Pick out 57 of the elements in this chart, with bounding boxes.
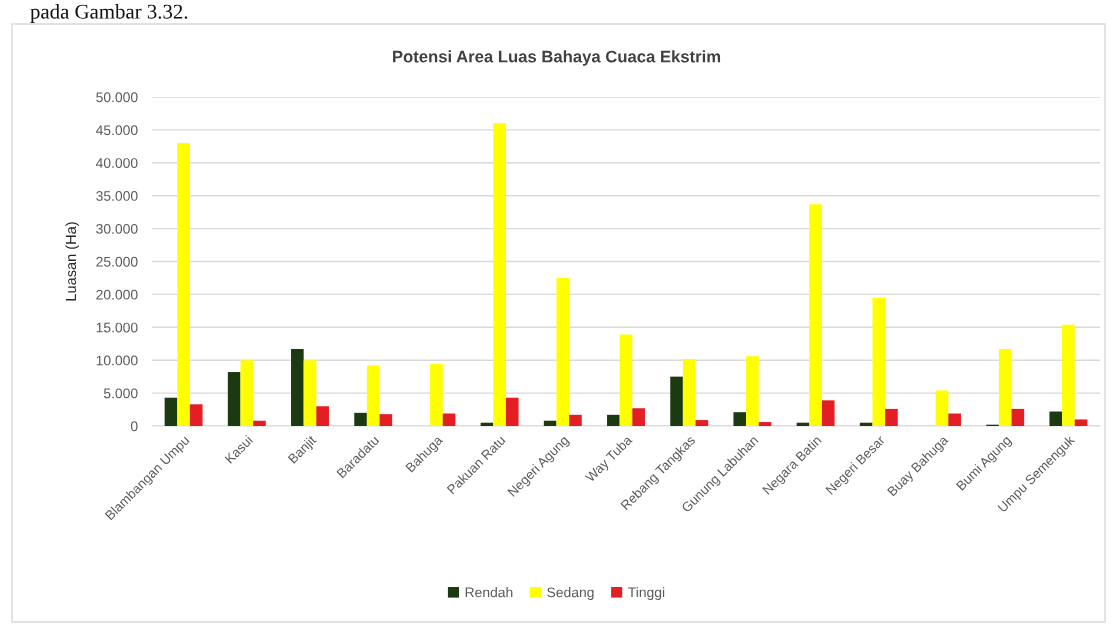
text: pada Gambar 3.32. <box>30 4 188 23</box>
bar <box>556 277 570 426</box>
bar <box>1049 411 1063 426</box>
bar <box>291 349 304 426</box>
bar <box>935 390 949 426</box>
bar <box>366 365 380 426</box>
bar <box>240 360 254 426</box>
bar <box>1011 408 1025 426</box>
bar <box>885 408 898 426</box>
bar <box>177 143 190 426</box>
chart-title: Potensi Area Luas Bahaya Cuaca Ekstrim <box>393 50 721 66</box>
y-tick-label: 5.000 <box>103 388 138 399</box>
y-axis-title: Luasan (Ha) <box>65 222 79 301</box>
bar <box>619 334 633 426</box>
bar <box>872 297 886 426</box>
bar <box>809 204 822 426</box>
bar <box>354 412 367 426</box>
bar <box>746 356 759 426</box>
legend-label: Tinggi <box>628 587 665 600</box>
y-tick-label: 50.000 <box>96 92 138 103</box>
y-tick-label: 0 <box>130 421 138 432</box>
bar <box>758 422 772 426</box>
y-tick-label: 45.000 <box>95 125 138 136</box>
bar <box>227 372 241 426</box>
bar <box>948 413 961 426</box>
bar <box>379 414 393 426</box>
bar <box>430 364 443 426</box>
bar <box>733 412 747 426</box>
bar <box>682 358 696 426</box>
y-tick-label: 10.000 <box>96 355 138 366</box>
legend-label: Rendah <box>465 587 513 598</box>
bar <box>998 349 1012 426</box>
bar <box>493 123 506 426</box>
bar <box>253 420 266 426</box>
bar <box>632 408 645 426</box>
bar <box>164 397 178 426</box>
bar <box>316 406 329 426</box>
x-tick-label: Way Tuba <box>584 434 635 485</box>
bar <box>505 397 519 426</box>
bar <box>303 360 317 426</box>
bar <box>569 414 582 426</box>
bar <box>695 420 709 426</box>
bar <box>607 414 620 426</box>
bar <box>1074 419 1088 426</box>
bar <box>1062 324 1075 426</box>
y-tick-label: 25.000 <box>96 256 138 267</box>
y-tick-label: 35.000 <box>96 191 138 201</box>
bar <box>543 420 557 426</box>
bar <box>670 376 683 426</box>
bar <box>189 404 203 426</box>
bar <box>442 413 456 426</box>
y-tick-label: 15.000 <box>96 322 138 333</box>
y-tick-label: 20.000 <box>96 289 138 300</box>
legend-label: Sedang <box>547 587 594 600</box>
y-tick-label: 30.000 <box>96 223 138 234</box>
y-tick-label: 40.000 <box>95 158 138 168</box>
bar <box>821 400 835 426</box>
